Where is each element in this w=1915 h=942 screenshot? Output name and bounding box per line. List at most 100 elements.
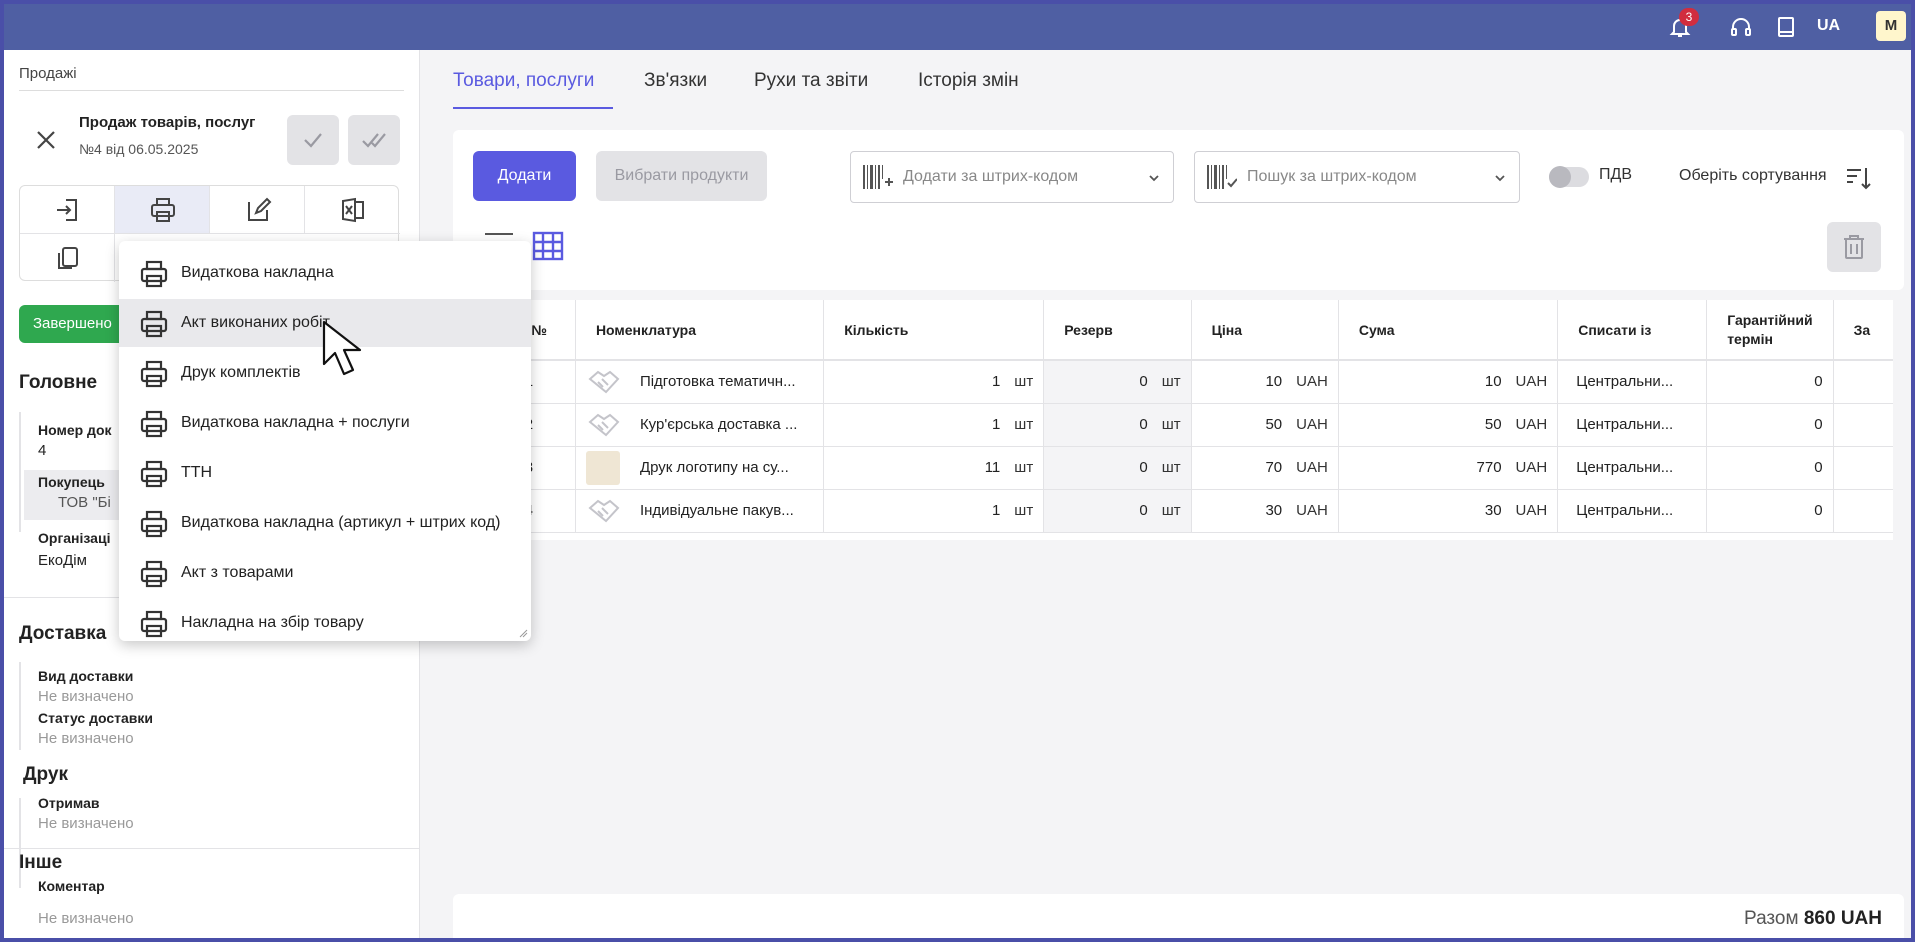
warranty-cell[interactable]: 0 [1706, 489, 1834, 533]
avatar[interactable]: M [1876, 11, 1906, 41]
delivery-status-label: Статус доставки [38, 710, 153, 726]
table-header: № Номенклатура Кількість Резерв Ціна Сум… [453, 300, 1893, 361]
print-menu-item[interactable]: Видаткова накладна + послуги [119, 399, 531, 447]
price-cell[interactable]: 30 UAH [1191, 489, 1339, 533]
reserve-value: 0 [1139, 459, 1148, 476]
quantity-unit: шт [1014, 416, 1034, 433]
sum-currency: UAH [1515, 416, 1548, 433]
double-check-icon [362, 133, 386, 148]
notification-badge: 3 [1679, 8, 1699, 26]
buyer-field[interactable] [24, 470, 124, 520]
print-menu-item[interactable]: ТТН [119, 449, 531, 497]
sum-value: 770 [1476, 459, 1502, 476]
quantity-cell[interactable]: 1 шт [823, 360, 1045, 404]
write-off-from-cell[interactable]: Центральни... [1557, 403, 1708, 447]
column-header[interactable]: Ціна [1191, 300, 1339, 361]
warranty-cell[interactable]: 0 [1706, 360, 1834, 404]
table-row[interactable]: 2Кур'єрська доставка ...1шт0шт50UAH50UAH… [453, 403, 1893, 447]
print-menu-item[interactable]: Акт з товарами [119, 549, 531, 597]
language-switch[interactable]: UA [1817, 17, 1841, 34]
delivery-status-value[interactable]: Не визначено [38, 730, 134, 747]
quantity-cell[interactable]: 11 шт [823, 446, 1045, 490]
write-off-from-cell[interactable]: Центральни... [1557, 446, 1708, 490]
delivery-type-value[interactable]: Не визначено [38, 688, 134, 705]
add-by-barcode-select[interactable]: Додати за штрих-кодом [850, 151, 1174, 203]
column-header[interactable]: Номенклатура [575, 300, 825, 361]
product-cell[interactable]: Друк логотипу на су... [575, 446, 825, 490]
close-icon[interactable] [32, 126, 60, 154]
post-button[interactable] [348, 115, 400, 165]
column-header[interactable]: Резерв [1043, 300, 1192, 361]
table-row[interactable]: 3Друк логотипу на су...11шт0шт70UAH770UA… [453, 446, 1893, 490]
copy-button[interactable] [20, 234, 115, 282]
write-off-from-cell[interactable]: Центральни... [1557, 489, 1708, 533]
table-view-icon[interactable] [531, 230, 565, 262]
column-header[interactable]: Списати із [1557, 300, 1708, 361]
excel-export-button[interactable] [305, 186, 400, 234]
vat-toggle[interactable] [1549, 166, 1589, 188]
print-menu-item[interactable]: Накладна на збір товару [119, 599, 531, 647]
tab-history[interactable]: Історія змін [918, 70, 1019, 91]
list-view-icon[interactable] [482, 230, 516, 262]
check-icon [304, 133, 322, 148]
print-button[interactable] [115, 186, 210, 234]
product-cell[interactable]: Кур'єрська доставка ... [575, 403, 825, 447]
print-menu-item-label: Видаткова накладна + послуги [181, 414, 410, 431]
tab-movements-reports[interactable]: Рухи та звіти [754, 70, 869, 91]
column-header[interactable]: Кількість [823, 300, 1045, 361]
section-title-main: Головне [19, 372, 98, 393]
sum-cell[interactable]: 30 UAH [1338, 489, 1559, 533]
warranty-cell[interactable]: 0 [1706, 446, 1834, 490]
quantity-value: 1 [991, 373, 1001, 391]
sum-cell[interactable]: 50 UAH [1338, 403, 1559, 447]
column-header[interactable]: Гарантійний термін [1706, 300, 1834, 361]
column-header[interactable]: Сума [1338, 300, 1559, 361]
product-cell[interactable]: Індивідуальне пакув... [575, 489, 825, 533]
reserve-unit: шт [1161, 373, 1181, 391]
sum-currency: UAH [1515, 502, 1548, 519]
write-off-from-cell[interactable]: Центральни... [1557, 360, 1708, 404]
handshake-icon [586, 408, 620, 442]
tab-goods-services[interactable]: Товари, послуги [453, 70, 595, 91]
book-icon[interactable] [1774, 15, 1798, 39]
price-cell[interactable]: 70 UAH [1191, 446, 1339, 490]
edit-button[interactable] [210, 186, 305, 234]
comment-value[interactable]: Не визначено [38, 910, 134, 927]
print-menu-item[interactable]: Видаткова накладна [119, 249, 531, 297]
breadcrumb[interactable]: Продажі [19, 65, 77, 82]
sort-select[interactable]: Оберіть сортування [1679, 167, 1827, 184]
products-table: № Номенклатура Кількість Резерв Ціна Сум… [453, 300, 1893, 540]
received-value[interactable]: Не визначено [38, 815, 134, 832]
price-cell[interactable]: 10 UAH [1191, 360, 1339, 404]
sum-cell[interactable]: 10 UAH [1338, 360, 1559, 404]
section-title-print: Друк [23, 764, 68, 785]
status-button[interactable]: Завершено [19, 305, 129, 343]
quantity-cell[interactable]: 1 шт [823, 489, 1045, 533]
comment-label: Коментар [38, 878, 105, 894]
table-row[interactable]: 1Підготовка тематичн...1шт0шт10UAH10UAHЦ… [453, 360, 1893, 404]
quantity-cell[interactable]: 1 шт [823, 403, 1045, 447]
table-row[interactable]: 4Індивідуальне пакув...1шт0шт30UAH30UAHЦ… [453, 489, 1893, 533]
delivery-type-label: Вид доставки [38, 668, 134, 684]
product-name: Друк логотипу на су... [639, 458, 789, 476]
print-menu-item[interactable]: Друк комплектів [119, 349, 531, 397]
pick-products-button[interactable]: Вибрати продукти [596, 151, 767, 201]
add-button[interactable]: Додати [473, 151, 576, 201]
barcode-search-icon [1207, 165, 1237, 189]
price-cell[interactable]: 50 UAH [1191, 403, 1339, 447]
resize-grip-icon[interactable] [518, 628, 528, 638]
product-cell[interactable]: Підготовка тематичн... [575, 360, 825, 404]
sort-icon[interactable] [1844, 164, 1872, 192]
column-header[interactable]: За [1833, 300, 1893, 361]
import-button[interactable] [20, 186, 115, 234]
delete-button[interactable] [1827, 222, 1881, 272]
tab-links[interactable]: Зв'язки [644, 70, 708, 91]
print-menu-item[interactable]: Видаткова накладна (артикул + штрих код) [119, 499, 531, 547]
confirm-button[interactable] [287, 115, 339, 165]
headset-icon[interactable] [1729, 15, 1753, 39]
warranty-cell[interactable]: 0 [1706, 403, 1834, 447]
search-by-barcode-select[interactable]: Пошук за штрих-кодом [1194, 151, 1520, 203]
print-menu-item-label: Видаткова накладна (артикул + штрих код) [181, 514, 501, 531]
quantity-value: 1 [991, 502, 1001, 519]
sum-cell[interactable]: 770 UAH [1338, 446, 1559, 490]
